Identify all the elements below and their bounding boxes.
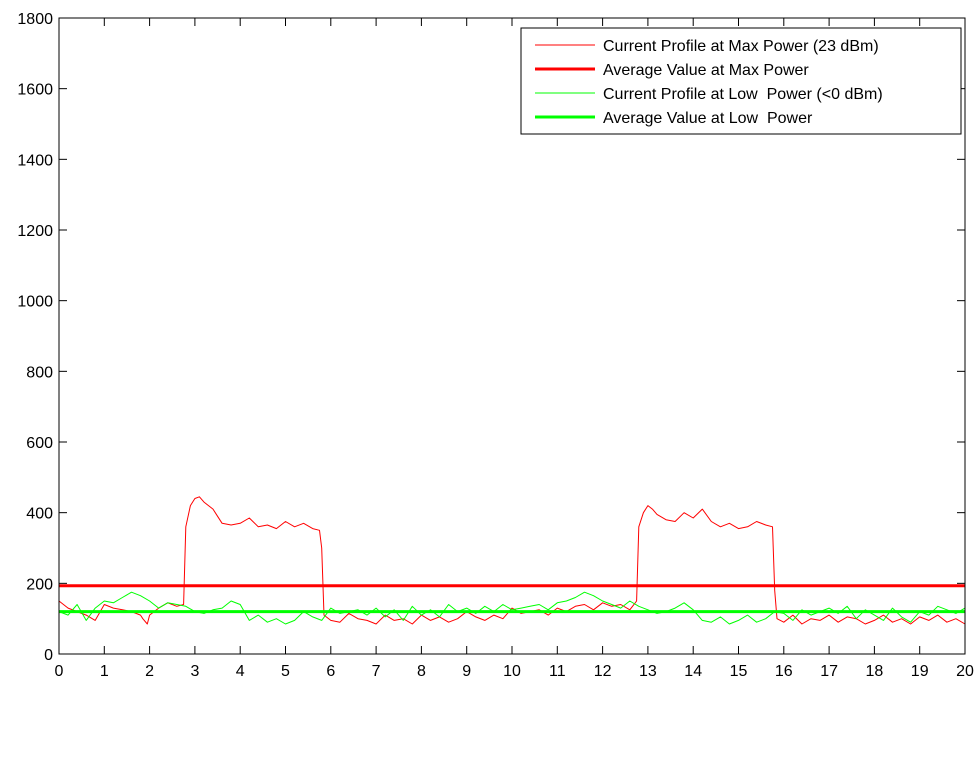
- x-tick-label-5: 5: [281, 663, 290, 680]
- x-tick-label-0: 0: [55, 663, 64, 680]
- legend-label-3: Average Value at Low Power: [603, 110, 813, 127]
- legend-label-1: Average Value at Max Power: [603, 62, 809, 79]
- y-tick-label-6: 1200: [17, 223, 53, 240]
- x-tick-label-14: 14: [684, 663, 702, 680]
- y-tick-label-3: 600: [26, 435, 53, 452]
- x-tick-label-11: 11: [549, 663, 566, 680]
- legend-label-2: Current Profile at Low Power (<0 dBm): [603, 86, 883, 103]
- x-tick-label-20: 20: [956, 663, 974, 680]
- x-tick-label-12: 12: [594, 663, 612, 680]
- axis-ticks: 0 1 2 3 4 5 6 7 8 9 10 11 12 13 14 15 16 17 18 19 2002004006…: [17, 11, 974, 680]
- x-tick-label-7: 7: [372, 663, 381, 680]
- y-tick-label-4: 800: [26, 364, 53, 381]
- x-tick-label-3: 3: [190, 663, 199, 680]
- y-tick-label-7: 1400: [17, 152, 53, 169]
- x-tick-label-15: 15: [730, 663, 748, 680]
- x-tick-label-16: 16: [775, 663, 793, 680]
- x-tick-label-9: 9: [462, 663, 471, 680]
- y-tick-label-1: 200: [26, 576, 53, 593]
- x-tick-label-1: 1: [100, 663, 109, 680]
- x-tick-label-2: 2: [145, 663, 154, 680]
- x-tick-label-13: 13: [639, 663, 657, 680]
- y-tick-label-5: 1000: [17, 294, 53, 311]
- x-tick-label-10: 10: [503, 663, 521, 680]
- y-tick-label-0: 0: [44, 647, 53, 664]
- x-tick-label-6: 6: [326, 663, 335, 680]
- x-tick-label-17: 17: [820, 663, 838, 680]
- legend: Current Profile at Max Power (23 dBm) Ave…: [520, 27, 962, 135]
- series-layer: [58, 496, 966, 625]
- x-tick-label-8: 8: [417, 663, 426, 680]
- y-tick-label-9: 1800: [17, 11, 53, 28]
- x-tick-label-18: 18: [866, 663, 884, 680]
- y-tick-label-2: 400: [26, 506, 53, 523]
- y-tick-label-8: 1600: [17, 82, 53, 99]
- series-line-0: [58, 496, 966, 625]
- x-tick-label-4: 4: [236, 663, 245, 680]
- x-tick-label-19: 19: [911, 663, 929, 680]
- legend-label-0: Current Profile at Max Power (23 dBm): [603, 38, 879, 55]
